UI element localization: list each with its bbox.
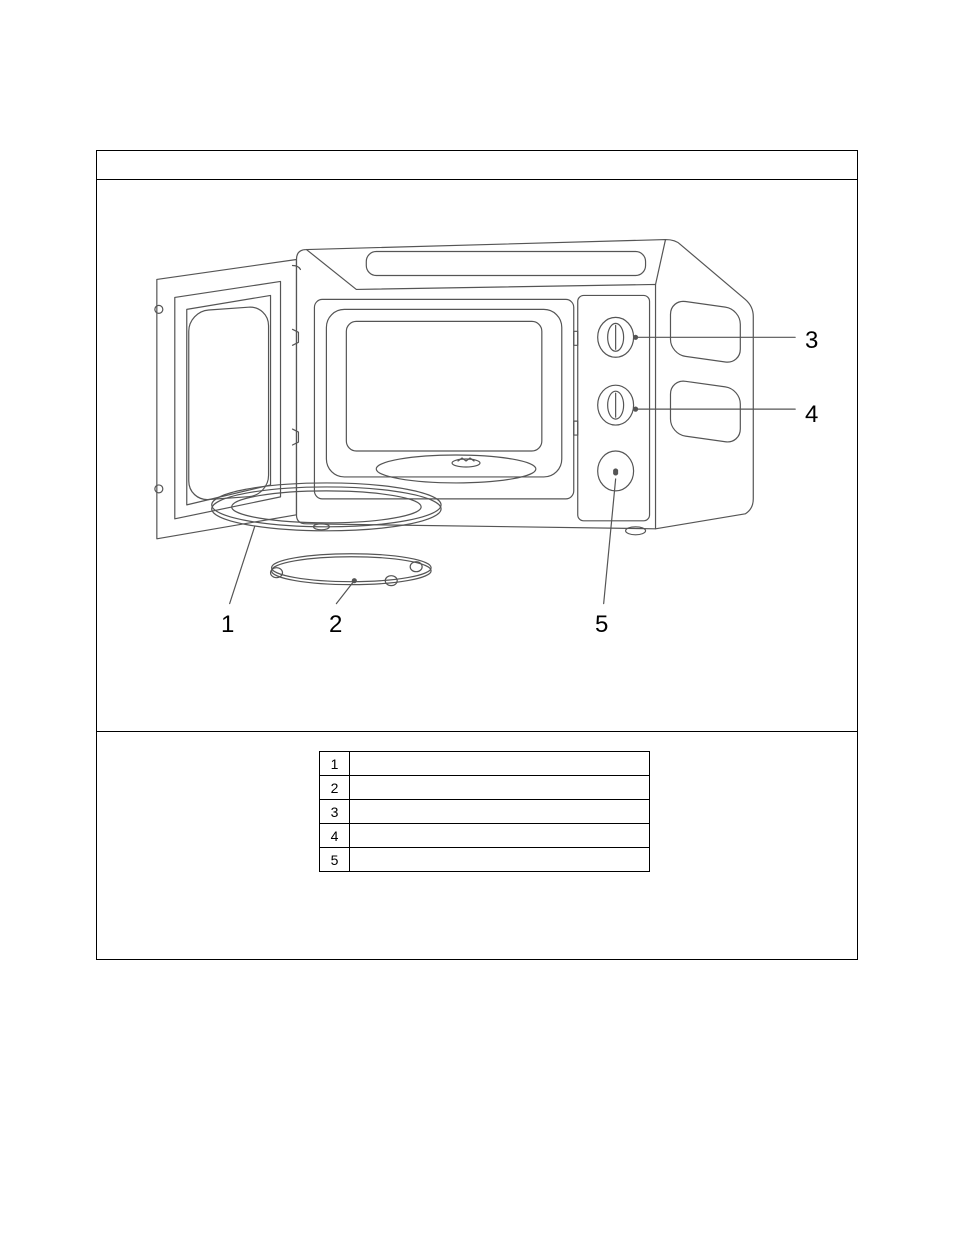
part-number: 2 [320, 776, 350, 800]
page-frame: 1 2 3 4 5 1 2 3 4 5 [96, 150, 858, 960]
part-number: 5 [320, 848, 350, 872]
part-description [350, 848, 650, 872]
callout-label-4: 4 [805, 401, 818, 429]
table-row: 2 [320, 776, 650, 800]
part-number: 3 [320, 800, 350, 824]
part-description [350, 824, 650, 848]
mid-divider [97, 731, 857, 732]
part-number: 4 [320, 824, 350, 848]
table-row: 5 [320, 848, 650, 872]
callout-label-5: 5 [595, 611, 608, 639]
table-row: 4 [320, 824, 650, 848]
part-description [350, 752, 650, 776]
microwave-diagram: 1 2 3 4 5 [97, 179, 857, 731]
callout-label-3: 3 [805, 327, 818, 355]
parts-table: 1 2 3 4 5 [319, 751, 650, 872]
microwave-svg [97, 179, 857, 731]
callout-label-2: 2 [329, 611, 342, 639]
table-row: 1 [320, 752, 650, 776]
part-description [350, 776, 650, 800]
callout-label-1: 1 [221, 611, 234, 639]
part-number: 1 [320, 752, 350, 776]
part-description [350, 800, 650, 824]
table-row: 3 [320, 800, 650, 824]
